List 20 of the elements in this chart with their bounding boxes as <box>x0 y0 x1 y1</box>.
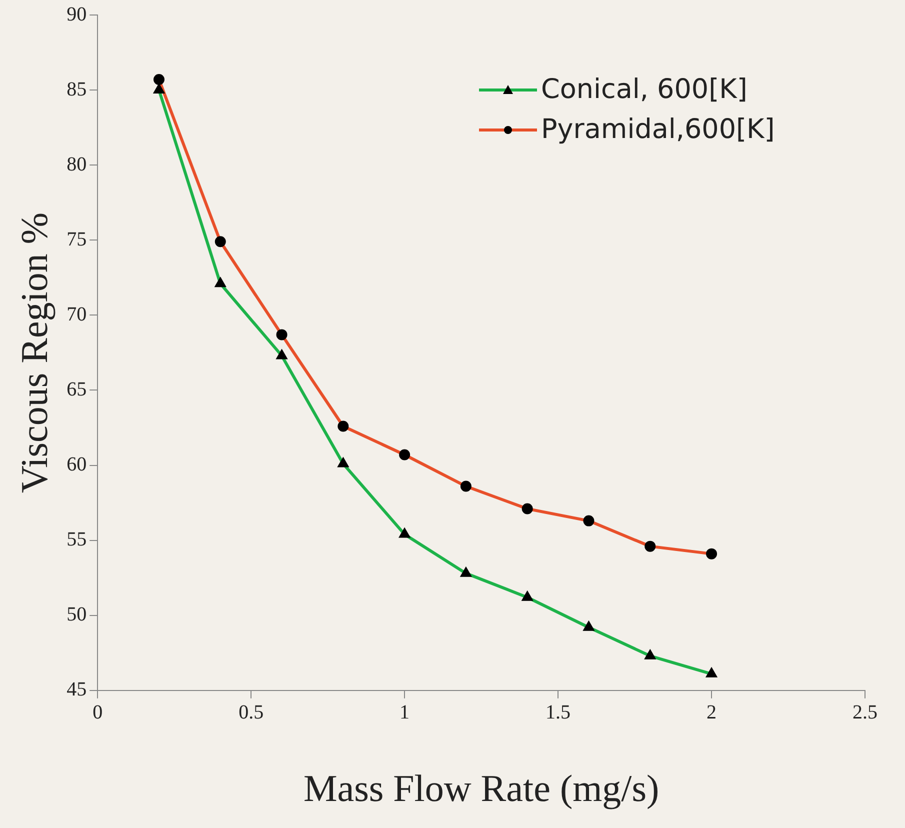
y-axis-title: Viscous Region % <box>14 212 56 493</box>
y-tick-label: 75 <box>66 228 87 250</box>
y-tick-label: 85 <box>66 78 87 100</box>
y-tick-label: 50 <box>66 604 87 626</box>
y-tick-label: 80 <box>66 153 87 176</box>
y-tick-label: 90 <box>66 3 87 26</box>
y-tick-label: 45 <box>66 678 87 701</box>
x-tick-label: 0.5 <box>238 702 264 724</box>
y-tick-label: 60 <box>66 454 87 476</box>
x-tick-label: 1.5 <box>546 702 571 724</box>
x-axis-title: Mass Flow Rate (mg/s) <box>303 768 660 810</box>
legend-label: Pyramidal,600[K] <box>541 113 775 147</box>
x-tick-label: 2.5 <box>852 702 878 724</box>
y-tick-label: 55 <box>66 528 87 551</box>
x-tick-label: 0 <box>92 702 103 724</box>
x-tick-label: 1 <box>400 702 410 724</box>
x-tick-label: 2 <box>706 702 717 724</box>
y-tick-label: 70 <box>66 303 87 326</box>
legend-label: Conical, 600[K] <box>541 73 748 107</box>
y-tick-label: 65 <box>66 378 87 400</box>
